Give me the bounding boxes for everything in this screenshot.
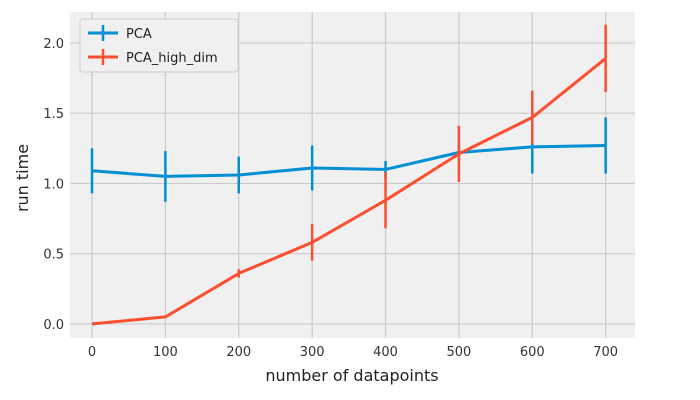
legend-label: PCA bbox=[126, 27, 152, 42]
y-tick-labels: 0.0 0.5 1.0 1.5 2.0 bbox=[43, 37, 64, 333]
x-tick-label: 100 bbox=[153, 345, 178, 360]
series-line bbox=[91, 57, 607, 326]
legend-entry: PCA bbox=[88, 25, 152, 42]
y-tick-label: 2.0 bbox=[43, 37, 64, 52]
y-tick-label: 0.0 bbox=[43, 318, 64, 333]
x-tick-labels: 0 100 200 300 400 500 600 700 bbox=[88, 345, 618, 360]
x-tick-label: 200 bbox=[226, 345, 251, 360]
x-tick-label: 500 bbox=[446, 345, 471, 360]
series-line bbox=[91, 144, 606, 178]
legend: PCA PCA_high_dim bbox=[79, 18, 239, 73]
y-axis-label: run time bbox=[13, 144, 32, 212]
x-tick-label: 700 bbox=[593, 345, 618, 360]
x-tick-label: 400 bbox=[373, 345, 398, 360]
series-PCA_high_dim bbox=[91, 24, 607, 326]
y-tick-label: 1.0 bbox=[43, 177, 64, 192]
x-tick-label: 600 bbox=[520, 345, 545, 360]
x-tick-label: 0 bbox=[88, 345, 96, 360]
legend-entries: PCA PCA_high_dim bbox=[88, 25, 218, 66]
y-tick-label: 1.5 bbox=[43, 107, 64, 122]
x-axis-label: number of datapoints bbox=[265, 366, 438, 385]
legend-box bbox=[79, 18, 239, 73]
y-tick-label: 0.5 bbox=[43, 248, 64, 263]
x-tick-label: 300 bbox=[300, 345, 325, 360]
legend-label: PCA_high_dim bbox=[126, 51, 218, 66]
series-layer bbox=[90, 24, 607, 326]
legend-entry: PCA_high_dim bbox=[88, 49, 218, 66]
